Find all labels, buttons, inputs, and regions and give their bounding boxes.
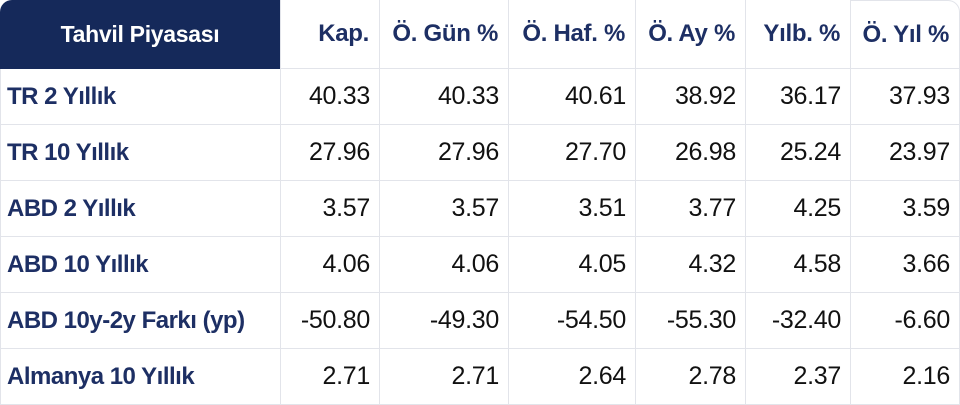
cell-prev-day: 4.06 xyxy=(379,237,508,293)
header-prev-year-pct[interactable]: Ö. Yıl % xyxy=(850,0,960,69)
cell-prev-month: 4.32 xyxy=(635,237,745,293)
row-label: TR 2 Yıllık xyxy=(0,69,280,125)
row-label: ABD 10y-2y Farkı (yp) xyxy=(0,293,280,349)
cell-prev-week: 40.61 xyxy=(508,69,635,125)
cell-prev-year: 37.93 xyxy=(850,69,960,125)
cell-close: 2.71 xyxy=(280,349,379,405)
cell-prev-day: 27.96 xyxy=(379,125,508,181)
header-ytd-pct[interactable]: Yılb. % xyxy=(745,0,850,69)
cell-prev-day: 2.71 xyxy=(379,349,508,405)
cell-prev-week: 27.70 xyxy=(508,125,635,181)
cell-prev-week: -54.50 xyxy=(508,293,635,349)
cell-prev-year: -6.60 xyxy=(850,293,960,349)
table-header-row: Tahvil Piyasası Kap. Ö. Gün % Ö. Haf. % … xyxy=(0,0,960,69)
cell-close: 4.06 xyxy=(280,237,379,293)
cell-ytd: 4.58 xyxy=(745,237,850,293)
table-row: ABD 2 Yıllık 3.57 3.57 3.51 3.77 4.25 3.… xyxy=(0,181,960,237)
table-row: TR 10 Yıllık 27.96 27.96 27.70 26.98 25.… xyxy=(0,125,960,181)
cell-close: 3.57 xyxy=(280,181,379,237)
header-prev-month-pct[interactable]: Ö. Ay % xyxy=(635,0,745,69)
cell-prev-year: 2.16 xyxy=(850,349,960,405)
table-row: TR 2 Yıllık 40.33 40.33 40.61 38.92 36.1… xyxy=(0,69,960,125)
cell-prev-month: 38.92 xyxy=(635,69,745,125)
row-label: Almanya 10 Yıllık xyxy=(0,349,280,405)
cell-ytd: 25.24 xyxy=(745,125,850,181)
cell-prev-day: 40.33 xyxy=(379,69,508,125)
header-close[interactable]: Kap. xyxy=(280,0,379,69)
table-row: Almanya 10 Yıllık 2.71 2.71 2.64 2.78 2.… xyxy=(0,349,960,405)
row-label: TR 10 Yıllık xyxy=(0,125,280,181)
cell-prev-month: 2.78 xyxy=(635,349,745,405)
cell-prev-week: 3.51 xyxy=(508,181,635,237)
cell-close: 40.33 xyxy=(280,69,379,125)
row-label: ABD 10 Yıllık xyxy=(0,237,280,293)
table-row: ABD 10y-2y Farkı (yp) -50.80 -49.30 -54.… xyxy=(0,293,960,349)
cell-prev-month: -55.30 xyxy=(635,293,745,349)
cell-ytd: -32.40 xyxy=(745,293,850,349)
cell-ytd: 4.25 xyxy=(745,181,850,237)
cell-prev-year: 23.97 xyxy=(850,125,960,181)
row-label: ABD 2 Yıllık xyxy=(0,181,280,237)
cell-prev-day: 3.57 xyxy=(379,181,508,237)
cell-prev-week: 4.05 xyxy=(508,237,635,293)
cell-prev-day: -49.30 xyxy=(379,293,508,349)
table-row: ABD 10 Yıllık 4.06 4.06 4.05 4.32 4.58 3… xyxy=(0,237,960,293)
cell-ytd: 2.37 xyxy=(745,349,850,405)
cell-prev-year: 3.59 xyxy=(850,181,960,237)
cell-prev-month: 26.98 xyxy=(635,125,745,181)
cell-close: 27.96 xyxy=(280,125,379,181)
cell-ytd: 36.17 xyxy=(745,69,850,125)
header-bond-market: Tahvil Piyasası xyxy=(0,0,280,69)
cell-close: -50.80 xyxy=(280,293,379,349)
cell-prev-year: 3.66 xyxy=(850,237,960,293)
header-prev-day-pct[interactable]: Ö. Gün % xyxy=(379,0,508,69)
header-prev-week-pct[interactable]: Ö. Haf. % xyxy=(508,0,635,69)
cell-prev-week: 2.64 xyxy=(508,349,635,405)
cell-prev-month: 3.77 xyxy=(635,181,745,237)
